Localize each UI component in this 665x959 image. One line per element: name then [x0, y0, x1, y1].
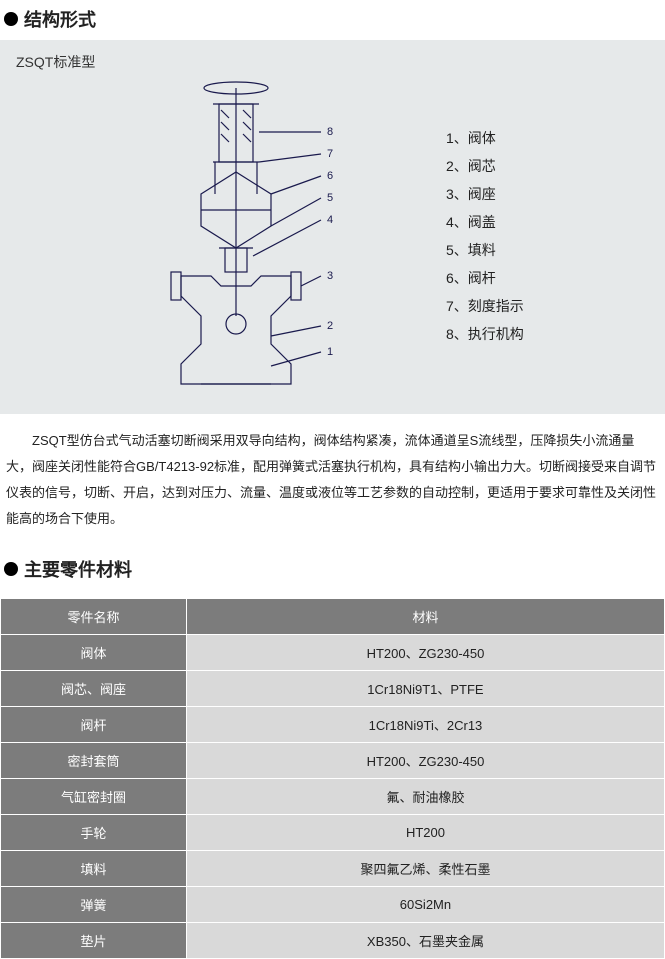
callout-8: 8	[327, 126, 333, 138]
parts-legend: 1、阀体 2、阀芯 3、阀座 4、阀盖 5、填料 6、阀杆 7、刻度指示 8、执…	[446, 124, 524, 348]
legend-item: 6、阀杆	[446, 264, 524, 292]
legend-item: 3、阀座	[446, 180, 524, 208]
description-paragraph: ZSQT型仿台式气动活塞切断阀采用双导向结构，阀体结构紧凑，流体通道呈S流线型，…	[0, 414, 665, 550]
table-header-row: 零件名称 材料	[1, 599, 665, 635]
legend-item: 8、执行机构	[446, 320, 524, 348]
cell-part-name: 气缸密封圈	[1, 779, 187, 815]
section-title-text: 结构形式	[24, 6, 96, 32]
callout-7: 7	[327, 148, 333, 160]
materials-table: 零件名称 材料 阀体 HT200、ZG230-450 阀芯、阀座 1Cr18Ni…	[0, 598, 665, 959]
cell-material: HT200、ZG230-450	[186, 743, 664, 779]
table-row: 气缸密封圈 氟、耐油橡胶	[1, 779, 665, 815]
cell-material: 聚四氟乙烯、柔性石墨	[186, 851, 664, 887]
table-row: 手轮 HT200	[1, 815, 665, 851]
cell-part-name: 阀芯、阀座	[1, 671, 187, 707]
legend-item: 2、阀芯	[446, 152, 524, 180]
table-row: 阀体 HT200、ZG230-450	[1, 635, 665, 671]
section-title-materials: 主要零件材料	[0, 550, 665, 590]
diagram-area: 8 7 6 5 4 3 2 1 1、阀体 2、阀芯 3、阀座 4、阀盖 5、填料…	[16, 76, 649, 396]
cell-part-name: 密封套筒	[1, 743, 187, 779]
cell-material: 60Si2Mn	[186, 887, 664, 923]
cell-part-name: 垫片	[1, 923, 187, 959]
cell-part-name: 阀杆	[1, 707, 187, 743]
cell-part-name: 阀体	[1, 635, 187, 671]
section-title-structure: 结构形式	[0, 0, 665, 40]
model-label: ZSQT标准型	[16, 52, 649, 72]
table-row: 阀杆 1Cr18Ni9Ti、2Cr13	[1, 707, 665, 743]
cell-material: HT200	[186, 815, 664, 851]
legend-item: 5、填料	[446, 236, 524, 264]
cell-material: 氟、耐油橡胶	[186, 779, 664, 815]
cell-part-name: 填料	[1, 851, 187, 887]
callout-1: 1	[327, 346, 333, 358]
callout-4: 4	[327, 214, 333, 226]
cell-material: 1Cr18Ni9Ti、2Cr13	[186, 707, 664, 743]
valve-schematic-icon: 8 7 6 5 4 3 2 1	[141, 76, 371, 396]
callout-5: 5	[327, 192, 333, 204]
legend-item: 7、刻度指示	[446, 292, 524, 320]
diagram-panel: ZSQT标准型	[0, 40, 665, 414]
section-title-text: 主要零件材料	[24, 556, 132, 582]
legend-item: 1、阀体	[446, 124, 524, 152]
technical-drawing: 8 7 6 5 4 3 2 1	[106, 76, 406, 396]
callout-6: 6	[327, 170, 333, 182]
cell-material: 1Cr18Ni9T1、PTFE	[186, 671, 664, 707]
table-row: 阀芯、阀座 1Cr18Ni9T1、PTFE	[1, 671, 665, 707]
header-material: 材料	[186, 599, 664, 635]
cell-part-name: 手轮	[1, 815, 187, 851]
table-row: 密封套筒 HT200、ZG230-450	[1, 743, 665, 779]
callout-3: 3	[327, 270, 333, 282]
table-row: 弹簧 60Si2Mn	[1, 887, 665, 923]
bullet-dot-icon	[4, 12, 18, 26]
table-row: 填料 聚四氟乙烯、柔性石墨	[1, 851, 665, 887]
cell-part-name: 弹簧	[1, 887, 187, 923]
bullet-dot-icon	[4, 562, 18, 576]
header-part-name: 零件名称	[1, 599, 187, 635]
legend-item: 4、阀盖	[446, 208, 524, 236]
table-row: 垫片 XB350、石墨夹金属	[1, 923, 665, 959]
callout-2: 2	[327, 320, 333, 332]
cell-material: XB350、石墨夹金属	[186, 923, 664, 959]
cell-material: HT200、ZG230-450	[186, 635, 664, 671]
